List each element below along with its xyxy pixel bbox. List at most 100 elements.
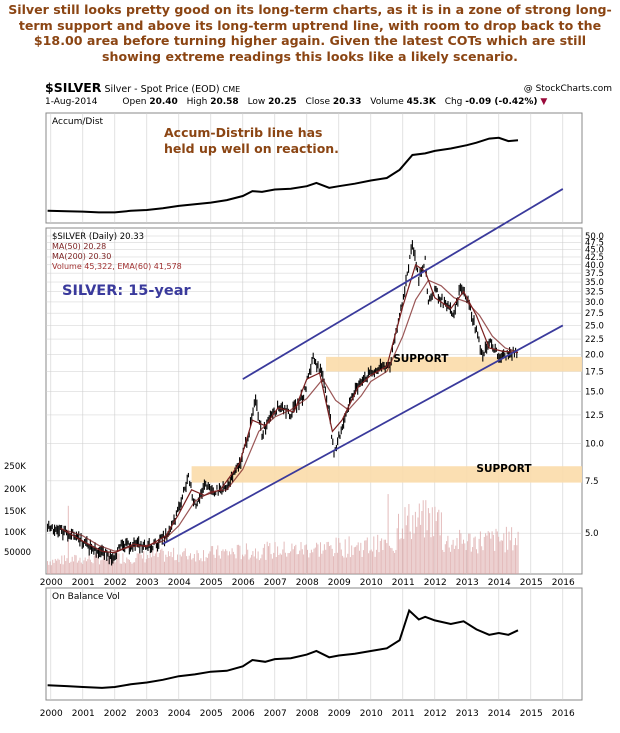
volume-bar (157, 557, 159, 574)
volume-bar (351, 545, 353, 574)
year-tick-label: 2012 (424, 578, 447, 588)
volume-bar (151, 557, 152, 574)
volume-bar (325, 549, 327, 574)
volume-bar (260, 558, 262, 574)
volume-tick-label: 250K (4, 462, 26, 472)
lower-trendline (162, 324, 564, 545)
volume-bar (126, 557, 128, 574)
volume-bar (171, 557, 173, 574)
volume-bar (199, 560, 201, 574)
volume-bar (273, 552, 275, 574)
volume-legend: Volume 45,322, EMA(60) 41,578 (52, 262, 182, 271)
volume-bar (317, 544, 319, 574)
volume-bar (95, 553, 97, 574)
volume-bar (286, 556, 288, 574)
close-label: Close (305, 97, 331, 107)
volume-bar (154, 553, 156, 574)
volume-bar (503, 533, 505, 574)
high-value: 20.58 (210, 97, 239, 107)
year-tick-label: 2011 (392, 709, 415, 719)
volume-bar (275, 557, 277, 574)
volume-bar (424, 537, 425, 574)
volume-bar (439, 535, 441, 574)
volume-bar (355, 546, 357, 574)
volume-bar (447, 535, 449, 574)
volume-bar (183, 550, 185, 574)
volume-bar (283, 541, 285, 574)
volume-bar (443, 551, 445, 574)
volume-bar (63, 555, 65, 574)
volume-tick-label: 150K (4, 507, 26, 517)
volume-bar (386, 543, 388, 574)
volume-bar (481, 546, 483, 574)
price-tick-label: 5.0 (585, 529, 599, 539)
volume-bar (110, 558, 112, 574)
volume-bar (109, 553, 111, 574)
volume-bar (217, 545, 219, 574)
volume-bar (238, 544, 240, 574)
volume-bar (138, 553, 139, 574)
volume-bar (435, 521, 437, 574)
volume-bar (201, 561, 203, 574)
low-label: Low (247, 97, 266, 107)
year-tick-label: 2010 (360, 709, 383, 719)
year-tick-label: 2013 (456, 709, 479, 719)
year-tick-label: 2006 (232, 578, 255, 588)
volume-bar (219, 558, 221, 574)
volume-bar (243, 556, 245, 574)
volume-bar (356, 545, 358, 574)
volume-bar (256, 558, 258, 574)
price-tick-label: 45.0 (585, 246, 604, 256)
volume-bar (347, 553, 349, 574)
volume-bar (58, 559, 60, 574)
volume-bar (149, 550, 151, 574)
volume-bar (323, 544, 325, 574)
volume-bar (401, 528, 403, 574)
year-tick-label: 2002 (104, 578, 127, 588)
volume-bar (461, 543, 463, 574)
volume-bar (179, 554, 181, 574)
volume-bar (52, 559, 54, 574)
volume-bar (205, 557, 207, 574)
volume-bar (476, 549, 477, 574)
volume-bar (244, 554, 246, 574)
price-legend: $SILVER (Daily) 20.33 (52, 232, 144, 242)
volume-bar (278, 555, 280, 574)
volume-bar (80, 562, 82, 574)
volume-bar (274, 542, 276, 574)
volume-bar (195, 561, 197, 574)
volume-bar (292, 549, 294, 574)
volume-bar (83, 560, 85, 574)
volume-bar (515, 538, 516, 574)
volume-bar (394, 552, 396, 574)
volume-bar (212, 546, 214, 574)
volume-bar (165, 554, 167, 574)
volume-bar (92, 563, 94, 574)
volume-bar (235, 558, 237, 574)
volume-bar (86, 561, 87, 574)
volume-bar (301, 549, 303, 574)
volume-bar (239, 545, 241, 574)
year-tick-label: 2001 (72, 709, 95, 719)
volume-bar (504, 552, 506, 574)
volume-bar (197, 553, 199, 574)
volume-bar (135, 558, 137, 574)
price-tick-label: 17.5 (585, 368, 604, 378)
ma200-line (66, 279, 519, 552)
volume-bar (216, 549, 217, 574)
volume-bar (344, 539, 346, 574)
year-tick-label: 2015 (520, 709, 543, 719)
year-tick-label: 2014 (488, 578, 511, 588)
volume-bar (261, 554, 263, 574)
year-tick-label: 2008 (296, 709, 319, 719)
volume-bar (459, 529, 461, 574)
volume-bar (329, 546, 331, 574)
volume-bar (66, 558, 68, 574)
volume-bar (369, 550, 371, 574)
year-tick-label: 2013 (456, 578, 479, 588)
volume-bar (65, 561, 67, 574)
volume-bar (437, 512, 438, 574)
volume-bar (469, 533, 471, 574)
volume-bar (516, 545, 518, 574)
volume-bar (308, 557, 310, 574)
